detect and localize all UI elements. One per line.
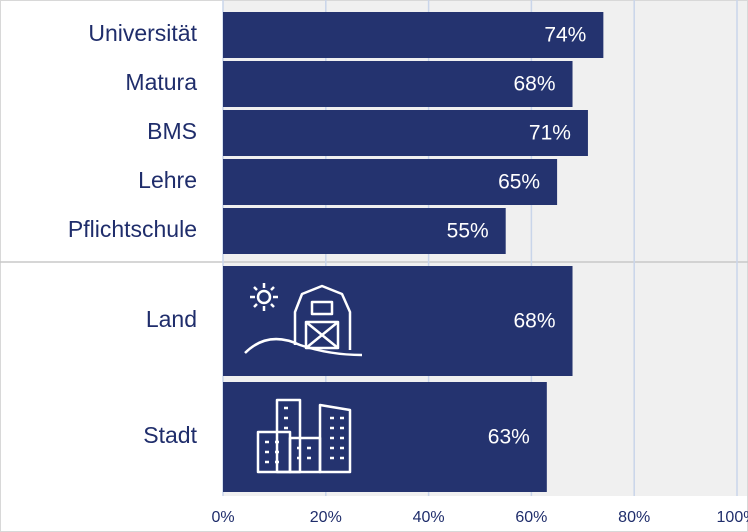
bar xyxy=(223,110,588,156)
category-label: Pflichtschule xyxy=(68,216,197,242)
value-label: 63% xyxy=(488,426,530,449)
bar xyxy=(223,266,573,376)
value-label: 65% xyxy=(498,171,540,194)
x-tick-label: 40% xyxy=(413,509,445,526)
x-tick-label: 80% xyxy=(618,509,650,526)
category-label: Lehre xyxy=(138,167,197,193)
bar xyxy=(223,208,506,254)
x-tick-label: 0% xyxy=(211,509,234,526)
value-label: 74% xyxy=(544,24,586,47)
bar xyxy=(223,61,573,107)
bar xyxy=(223,12,604,58)
city-icon xyxy=(256,398,352,474)
x-tick-label: 60% xyxy=(515,509,547,526)
value-label: 55% xyxy=(447,220,489,243)
value-label: 68% xyxy=(513,73,555,96)
x-tick-label: 100% xyxy=(717,509,748,526)
category-label: BMS xyxy=(147,118,197,144)
icons xyxy=(244,283,363,474)
farm-icon xyxy=(244,283,363,357)
category-label: Universität xyxy=(88,20,197,46)
x-tick-label: 20% xyxy=(310,509,342,526)
value-label: 68% xyxy=(513,310,555,333)
category-label: Matura xyxy=(125,69,197,95)
category-label: Stadt xyxy=(143,422,197,448)
value-label: 71% xyxy=(529,122,571,145)
bar xyxy=(223,159,558,205)
category-label: Land xyxy=(146,306,197,332)
